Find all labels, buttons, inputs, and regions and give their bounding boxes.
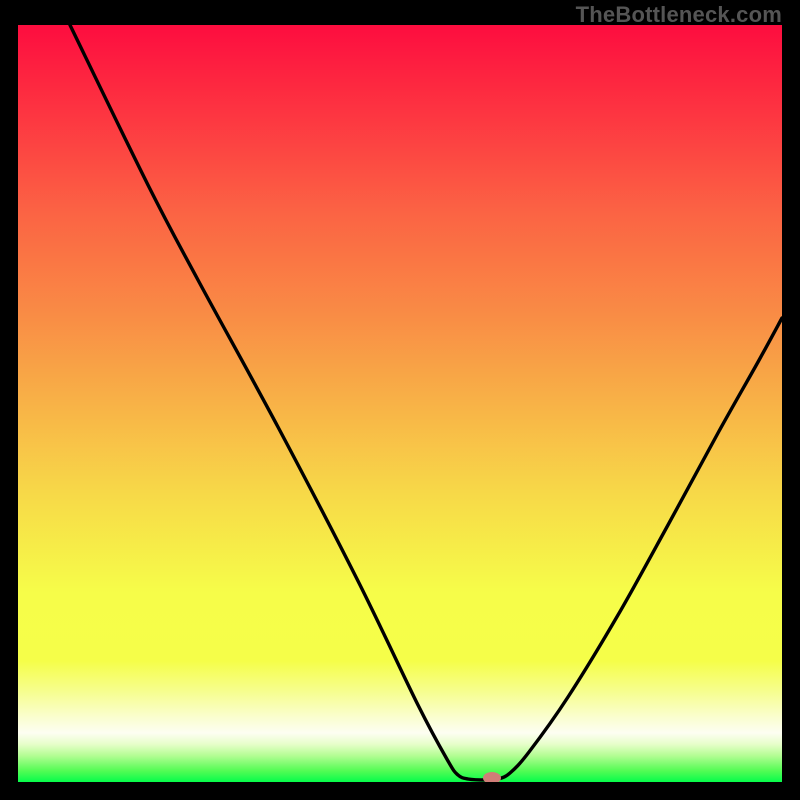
frame: TheBottleneck.com [0, 0, 800, 800]
bottleneck-curve-plot [18, 25, 782, 782]
